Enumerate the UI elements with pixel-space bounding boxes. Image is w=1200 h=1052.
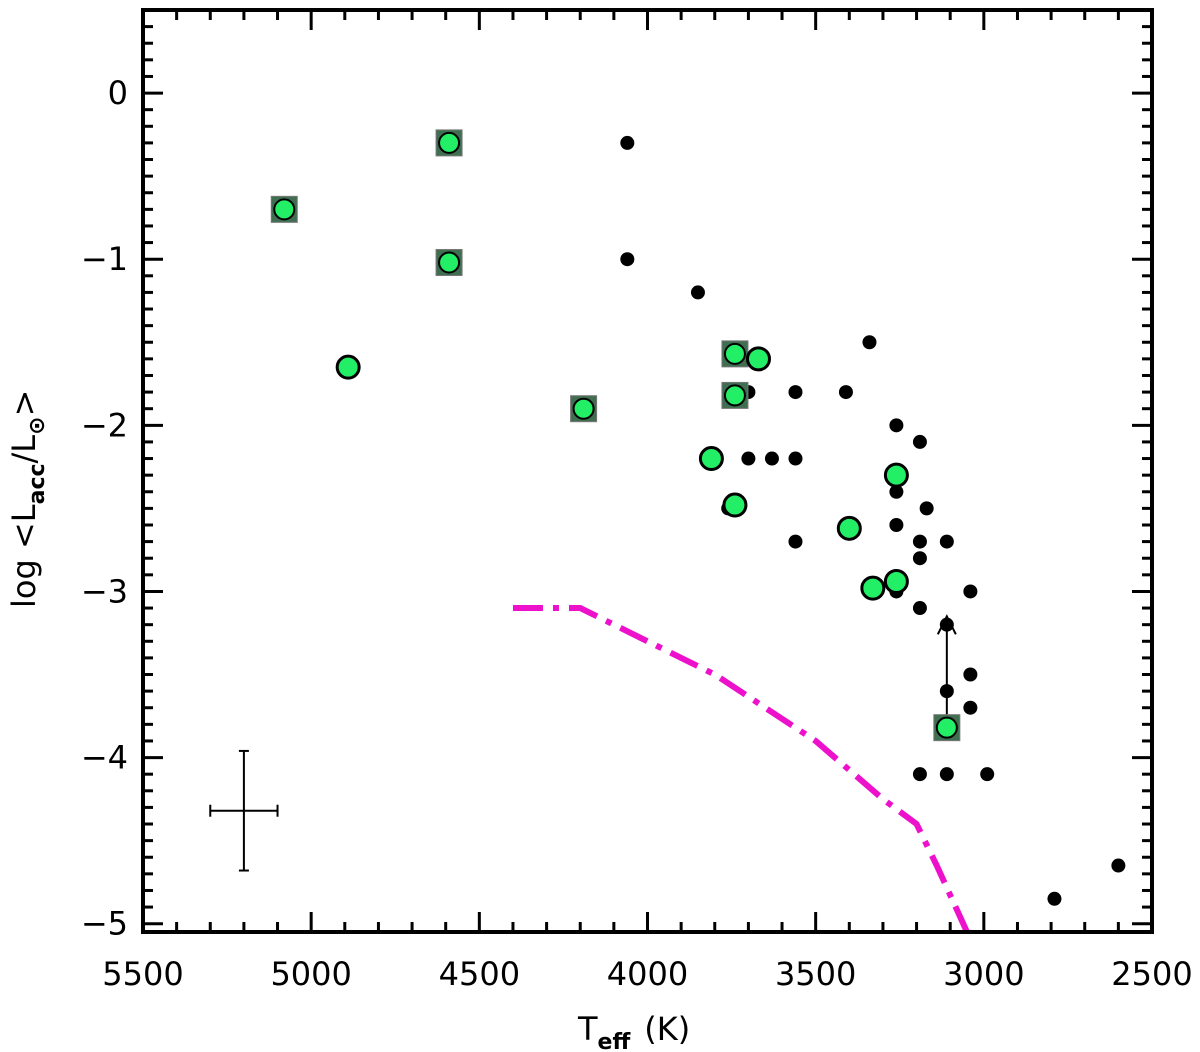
black-dot: [1111, 858, 1126, 873]
y-axis-title-end: >: [5, 390, 43, 417]
black-dot: [788, 451, 803, 466]
y-tick-label: −1: [81, 240, 128, 278]
y-axis-title-mid: /L: [5, 435, 43, 464]
black-dot: [889, 484, 904, 499]
y-tick-label: 0: [108, 74, 128, 112]
black-dot: [963, 584, 978, 599]
green-circle-in-square: [438, 251, 461, 274]
y-axis-title-sub-sun: ⊙: [25, 416, 50, 434]
black-dot: [889, 418, 904, 433]
y-axis-title: log <Lacc/L⊙>: [5, 390, 50, 608]
black-dot: [912, 434, 927, 449]
black-dot: [838, 385, 853, 400]
x-tick-label: 2500: [1111, 955, 1192, 993]
black-dot: [980, 767, 995, 782]
green-circle-marker: [836, 515, 862, 541]
plot-frame: [141, 8, 1154, 934]
y-axis-title-sub-acc: acc: [25, 463, 50, 504]
green-circle-in-square: [572, 397, 595, 420]
black-dot: [939, 767, 954, 782]
black-dot: [741, 451, 756, 466]
black-dot: [939, 534, 954, 549]
black-dot: [862, 335, 877, 350]
axes: 5500 5000 4500 4000 3500 3000 2500 0 −1 −2 −3 −4 −5: [81, 8, 1193, 993]
black-dot: [788, 385, 803, 400]
x-tick-label: 3000: [943, 955, 1024, 993]
green-circle-in-square: [723, 384, 746, 407]
limit-arrow-head: [936, 614, 957, 635]
black-dot: [963, 700, 978, 715]
green-circle-in-square: [273, 198, 296, 221]
x-tick-label: 3500: [775, 955, 856, 993]
green-circle-marker: [698, 446, 724, 472]
x-tick-label: 5000: [270, 955, 351, 993]
y-tick-label: −3: [81, 572, 128, 610]
x-axis-title-main: T: [577, 1010, 598, 1048]
plot-content: [209, 129, 1126, 932]
x-tick-label: 5500: [102, 955, 183, 993]
green-circle-marker: [883, 462, 909, 488]
black-dot: [963, 667, 978, 682]
x-tick-label: 4500: [439, 955, 520, 993]
green-circle-in-square: [723, 342, 746, 365]
black-dot: [1047, 891, 1062, 906]
y-tick-label: −4: [81, 739, 128, 777]
black-dot: [912, 551, 927, 566]
black-dot: [788, 534, 803, 549]
x-tick-label: 4000: [607, 955, 688, 993]
green-circle-marker: [722, 492, 748, 518]
black-dot: [912, 601, 927, 616]
green-circle-marker: [335, 354, 361, 380]
black-dot: [620, 252, 635, 267]
x-axis-title-sub: eff: [598, 1030, 632, 1052]
green-circle-in-square: [438, 131, 461, 154]
black-dot: [690, 285, 705, 300]
black-dot: [889, 517, 904, 532]
black-dot: [912, 767, 927, 782]
x-axis-title: Teff (K): [577, 1010, 690, 1052]
black-dot: [919, 501, 934, 516]
y-tick-label: −2: [81, 406, 128, 444]
green-circle-marker: [883, 568, 909, 594]
green-circle-marker: [745, 346, 771, 372]
x-axis-title-unit: (K): [644, 1010, 690, 1048]
black-dot: [912, 534, 927, 549]
black-dot: [764, 451, 779, 466]
green-circle-in-square: [935, 716, 958, 739]
magenta-reference-curve: [512, 605, 970, 932]
y-tick-label: −5: [81, 905, 128, 943]
green-circle-marker: [860, 575, 886, 601]
y-axis-title-main: log <L: [5, 504, 43, 608]
black-dot: [620, 135, 635, 150]
